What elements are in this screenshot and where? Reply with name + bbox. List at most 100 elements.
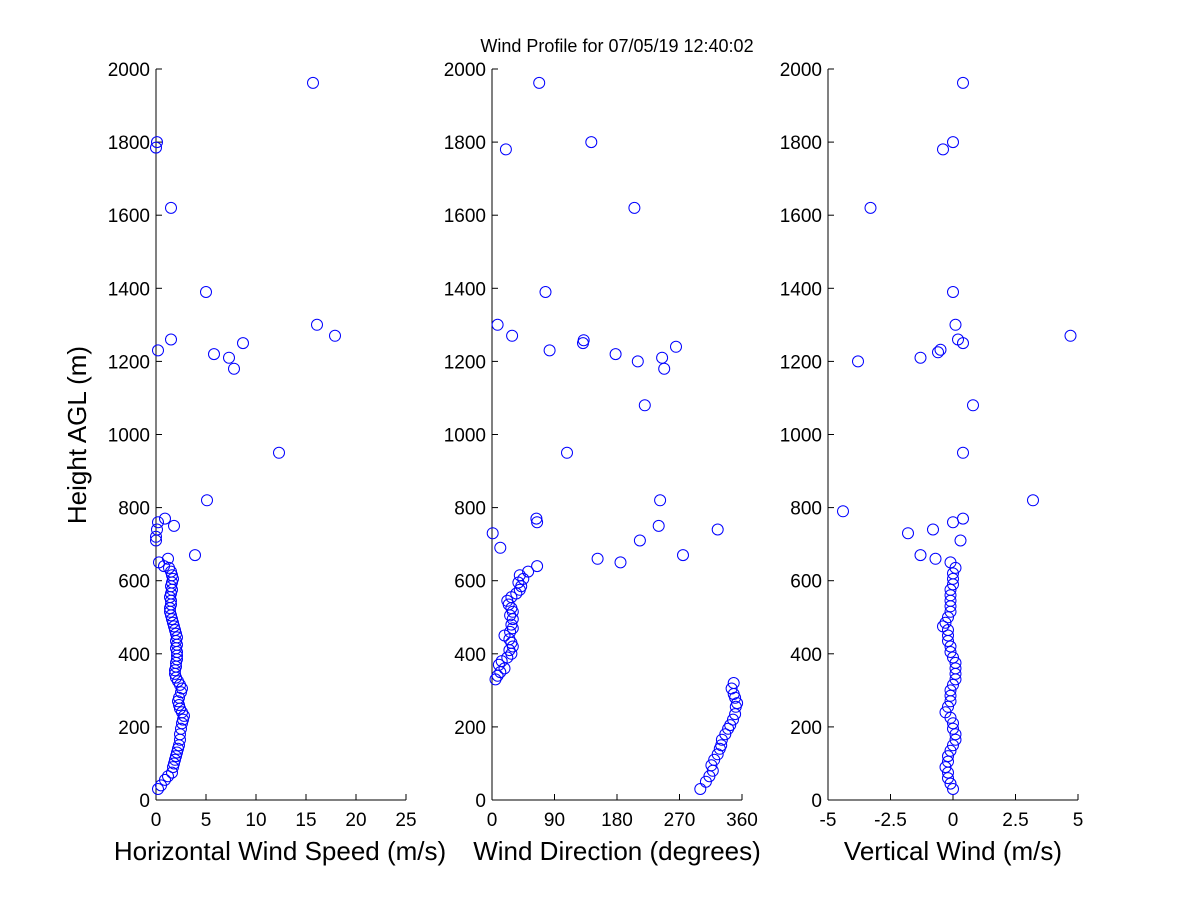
y-tick-label: 0 xyxy=(811,791,822,812)
vertical-wind-plot: Vertical Wind (m/s) 0 200 400 600 800 1000 120… xyxy=(780,60,1084,866)
x-tick-label: 180 xyxy=(601,810,633,831)
y-tick-label: 600 xyxy=(118,572,150,593)
data-point-wind-direction xyxy=(513,569,526,582)
data-point-horizontal-speed xyxy=(311,318,323,331)
data-point-wind-direction xyxy=(731,697,744,710)
data-point-vertical-wind xyxy=(942,700,954,713)
data-point-vertical-wind xyxy=(947,286,959,298)
x-tick-label: 270 xyxy=(664,810,696,831)
data-point-vertical-wind xyxy=(947,516,959,529)
data-point-wind-direction xyxy=(656,351,669,364)
data-point-wind-direction xyxy=(503,644,516,657)
y-tick-label: 400 xyxy=(454,645,486,666)
data-point-wind-direction xyxy=(654,494,667,507)
y-tick-label: 1800 xyxy=(108,133,150,154)
data-point-wind-direction xyxy=(512,576,525,589)
data-point-vertical-wind xyxy=(957,76,969,89)
data-point-vertical-wind xyxy=(947,739,959,752)
data-point-horizontal-speed xyxy=(151,136,163,149)
x-tick-label: 0 xyxy=(151,810,162,831)
data-point-vertical-wind xyxy=(939,706,952,719)
data-point-vertical-wind xyxy=(942,611,954,624)
data-point-wind-direction xyxy=(677,549,689,562)
data-point-vertical-wind xyxy=(947,678,959,691)
data-point-wind-direction xyxy=(652,519,665,532)
y-tick-label: 1200 xyxy=(444,352,486,373)
data-point-vertical-wind xyxy=(942,772,954,785)
x-axis-label-vertical-wind: Vertical Wind (m/s) xyxy=(844,836,1062,866)
data-point-vertical-wind xyxy=(939,616,952,629)
data-point-vertical-wind xyxy=(942,750,954,763)
data-point-vertical-wind xyxy=(947,136,959,149)
data-point-wind-direction xyxy=(501,651,514,664)
data-point-wind-direction xyxy=(491,669,504,682)
data-point-wind-direction xyxy=(670,340,682,353)
data-point-vertical-wind xyxy=(944,777,957,790)
horizontal-wind-speed-plot: Horizontal Wind Speed (m/s) 020040060080… xyxy=(108,60,446,866)
data-point-horizontal-speed xyxy=(237,337,249,350)
data-point-horizontal-speed xyxy=(166,613,178,626)
y-tick-label: 1400 xyxy=(780,279,822,300)
data-point-wind-direction xyxy=(727,677,740,689)
data-point-wind-direction xyxy=(724,719,737,732)
data-point-horizontal-speed xyxy=(165,580,177,593)
data-point-wind-direction xyxy=(715,739,728,752)
data-point-horizontal-speed xyxy=(168,519,180,532)
y-tick-label: 1200 xyxy=(780,352,822,373)
data-point-wind-direction xyxy=(539,286,552,298)
data-point-horizontal-speed xyxy=(168,620,180,633)
data-point-wind-direction xyxy=(492,658,505,671)
data-point-vertical-wind xyxy=(927,523,939,536)
data-point-horizontal-speed xyxy=(170,750,182,763)
data-point-vertical-wind xyxy=(902,527,914,540)
data-point-horizontal-speed xyxy=(167,572,179,585)
data-point-horizontal-speed xyxy=(165,201,177,214)
data-point-vertical-wind xyxy=(944,684,957,697)
data-point-vertical-wind xyxy=(914,549,927,562)
data-point-horizontal-speed xyxy=(166,569,178,582)
y-tick-label: 800 xyxy=(790,499,822,520)
data-point-wind-direction xyxy=(614,556,627,569)
data-point-wind-direction xyxy=(531,516,544,529)
data-point-wind-direction xyxy=(727,713,739,726)
y-tick-label: 1200 xyxy=(108,352,150,373)
data-point-horizontal-speed xyxy=(228,362,240,375)
y-tick-label: 800 xyxy=(118,499,150,520)
data-point-wind-direction xyxy=(533,76,546,89)
data-point-vertical-wind xyxy=(1027,494,1039,507)
y-tick-label: 1600 xyxy=(444,206,486,227)
data-point-vertical-wind xyxy=(914,351,927,364)
data-point-horizontal-speed xyxy=(162,770,174,783)
data-point-vertical-wind xyxy=(837,505,849,518)
data-point-vertical-wind xyxy=(929,552,942,565)
data-point-horizontal-speed xyxy=(171,746,183,759)
data-point-wind-direction xyxy=(719,728,732,741)
data-point-vertical-wind xyxy=(957,446,969,459)
data-point-wind-direction xyxy=(504,625,517,638)
data-point-wind-direction xyxy=(591,552,604,565)
y-tick-label: 2000 xyxy=(108,60,150,81)
data-point-wind-direction xyxy=(577,334,590,347)
data-point-horizontal-speed xyxy=(329,329,341,342)
y-tick-label: 0 xyxy=(475,791,486,812)
data-point-wind-direction xyxy=(506,329,519,342)
data-point-horizontal-speed xyxy=(164,591,176,604)
data-point-vertical-wind xyxy=(934,343,947,356)
y-tick-label: 200 xyxy=(454,718,486,739)
x-tick-label: 15 xyxy=(295,810,316,831)
data-point-horizontal-speed xyxy=(208,348,220,361)
data-point-vertical-wind xyxy=(949,728,962,741)
data-point-wind-direction xyxy=(543,344,556,357)
y-tick-label: 200 xyxy=(118,718,150,739)
y-tick-label: 600 xyxy=(790,572,822,593)
data-point-wind-direction xyxy=(725,682,738,695)
data-point-vertical-wind xyxy=(967,399,979,412)
x-tick-label: 20 xyxy=(345,810,366,831)
data-point-horizontal-speed xyxy=(171,631,183,644)
data-point-vertical-wind xyxy=(942,629,954,642)
data-point-vertical-wind xyxy=(947,567,959,580)
data-point-vertical-wind xyxy=(947,651,959,664)
data-point-vertical-wind xyxy=(947,717,959,730)
data-point-vertical-wind xyxy=(939,761,952,774)
data-point-horizontal-speed xyxy=(163,561,175,574)
